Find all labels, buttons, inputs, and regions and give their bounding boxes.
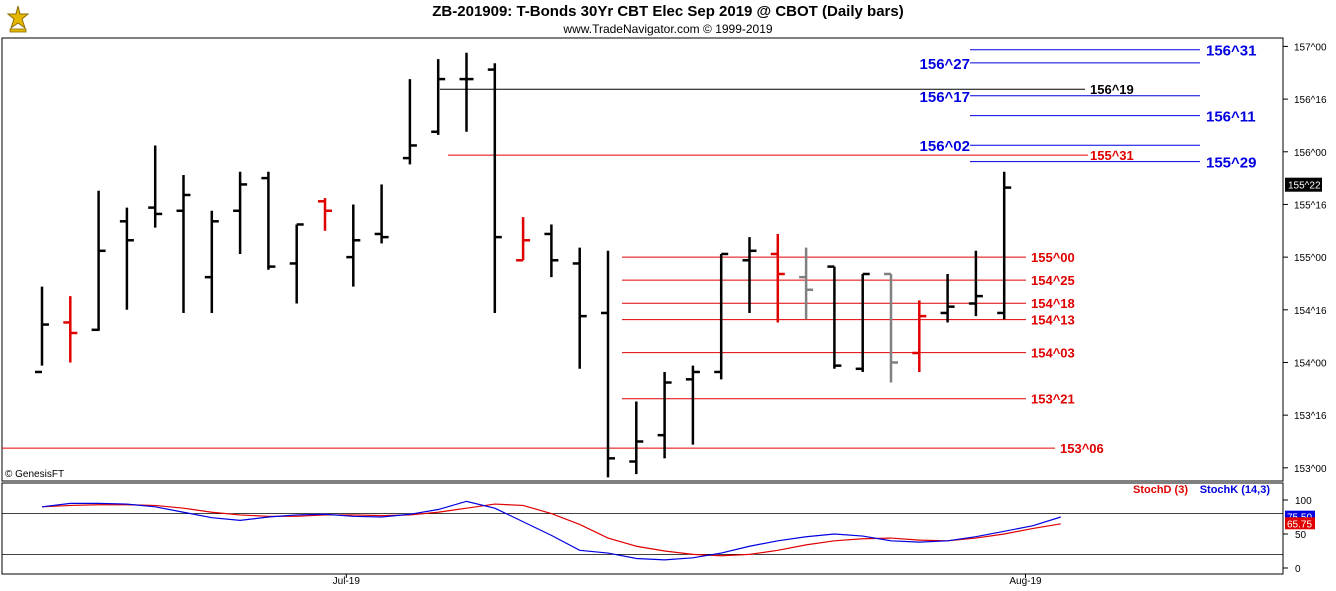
chart-title: ZB-201909: T-Bonds 30Yr CBT Elec Sep 201… bbox=[432, 3, 904, 20]
price-axis-label: 155^16 bbox=[1294, 200, 1327, 211]
price-level-label: 155^29 bbox=[1206, 155, 1256, 172]
stoch-legend-k: StochK (14,3) bbox=[1200, 484, 1271, 496]
stoch-value-label: 65.75 bbox=[1287, 519, 1312, 530]
last-price-label: 155^22 bbox=[1288, 181, 1321, 192]
stoch-axis-label: 100 bbox=[1295, 496, 1312, 507]
copyright-label: © GenesisFT bbox=[5, 469, 64, 480]
stoch-value-box bbox=[1285, 517, 1315, 530]
x-axis-label: Jul-19 bbox=[333, 576, 361, 587]
x-axis-label: Aug-19 bbox=[1009, 576, 1042, 587]
price-axis-label: 156^16 bbox=[1294, 95, 1327, 106]
price-level-label: 155^00 bbox=[1031, 250, 1075, 265]
stoch-series-line bbox=[41, 500, 1061, 561]
price-level-label: 154^03 bbox=[1031, 346, 1075, 361]
price-level-label: 156^17 bbox=[920, 89, 970, 106]
price-level-label: 154^18 bbox=[1031, 296, 1075, 311]
stoch-panel-frame bbox=[1, 482, 1284, 575]
price-level-label: 154^25 bbox=[1031, 273, 1075, 288]
price-level-label: 153^06 bbox=[1060, 441, 1104, 456]
price-level-label: 156^02 bbox=[920, 138, 970, 155]
price-axis-label: 153^00 bbox=[1294, 464, 1327, 475]
price-axis-label: 155^00 bbox=[1294, 253, 1327, 264]
stoch-series-line bbox=[41, 503, 1061, 557]
price-axis-label: 154^00 bbox=[1294, 358, 1327, 369]
price-axis-label: 156^00 bbox=[1294, 148, 1327, 159]
stoch-legend-d: StochD (3) bbox=[1133, 484, 1188, 496]
price-axis-label: 153^16 bbox=[1294, 411, 1327, 422]
trade-navigator-logo-icon bbox=[6, 5, 30, 33]
chart-subtitle: www.TradeNavigator.com © 1999-2019 bbox=[563, 22, 773, 36]
price-axis-label: 157^00 bbox=[1294, 42, 1327, 53]
last-price-box bbox=[1285, 177, 1322, 192]
price-level-label: 154^13 bbox=[1031, 313, 1075, 328]
price-panel-frame bbox=[1, 37, 1284, 482]
stoch-axis-label: 0 bbox=[1295, 564, 1301, 575]
price-level-label: 156^19 bbox=[1090, 82, 1134, 97]
stoch-axis-label: 50 bbox=[1295, 530, 1307, 541]
price-level-label: 156^27 bbox=[920, 56, 970, 73]
price-level-label: 155^31 bbox=[1090, 148, 1134, 163]
price-level-label: 156^31 bbox=[1206, 43, 1256, 60]
price-axis-label: 154^16 bbox=[1294, 306, 1327, 317]
price-level-label: 156^11 bbox=[1206, 109, 1256, 126]
price-level-label: 153^21 bbox=[1031, 392, 1075, 407]
